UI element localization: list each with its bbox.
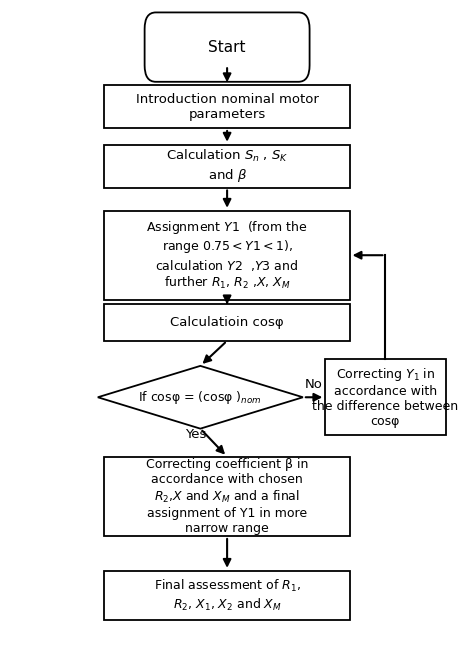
Bar [104,304,350,341]
Text: Calculation $S_n$ , $S_K$
and $\beta$: Calculation $S_n$ , $S_K$ and $\beta$ [166,149,288,184]
Bar [325,359,446,436]
Polygon shape [98,366,303,429]
Text: Calculatioin cosφ: Calculatioin cosφ [170,316,284,329]
Text: No: No [305,377,323,391]
Text: Yes: Yes [185,428,207,442]
Bar [104,571,350,620]
Text: Introduction nominal motor
parameters: Introduction nominal motor parameters [136,92,319,120]
Bar [104,85,350,128]
Bar [104,457,350,536]
Text: Start: Start [209,39,246,55]
Text: Assignment $Y1$  (from the
range $0.75$$<$$Y1$$<$$1$),
calculation $Y2$  ,$Y3$ a: Assignment $Y1$ (from the range $0.75$$<… [146,219,308,292]
Text: Correcting coefficient β in
accordance with chosen
$R_2$,$X$ and $X_M$ and a fin: Correcting coefficient β in accordance w… [146,458,308,535]
Text: Correcting $Y_1$ in
accordance with
the difference between
cosφ: Correcting $Y_1$ in accordance with the … [312,366,458,428]
Text: If cosφ = (cosφ )$_{nom}$: If cosφ = (cosφ )$_{nom}$ [138,389,262,406]
Text: Final assessment of $R_1$,
$R_2$, $X_1$, $X_2$ and $X_M$: Final assessment of $R_1$, $R_2$, $X_1$,… [154,578,301,613]
Bar [104,145,350,187]
Bar [104,211,350,300]
FancyBboxPatch shape [145,13,310,82]
